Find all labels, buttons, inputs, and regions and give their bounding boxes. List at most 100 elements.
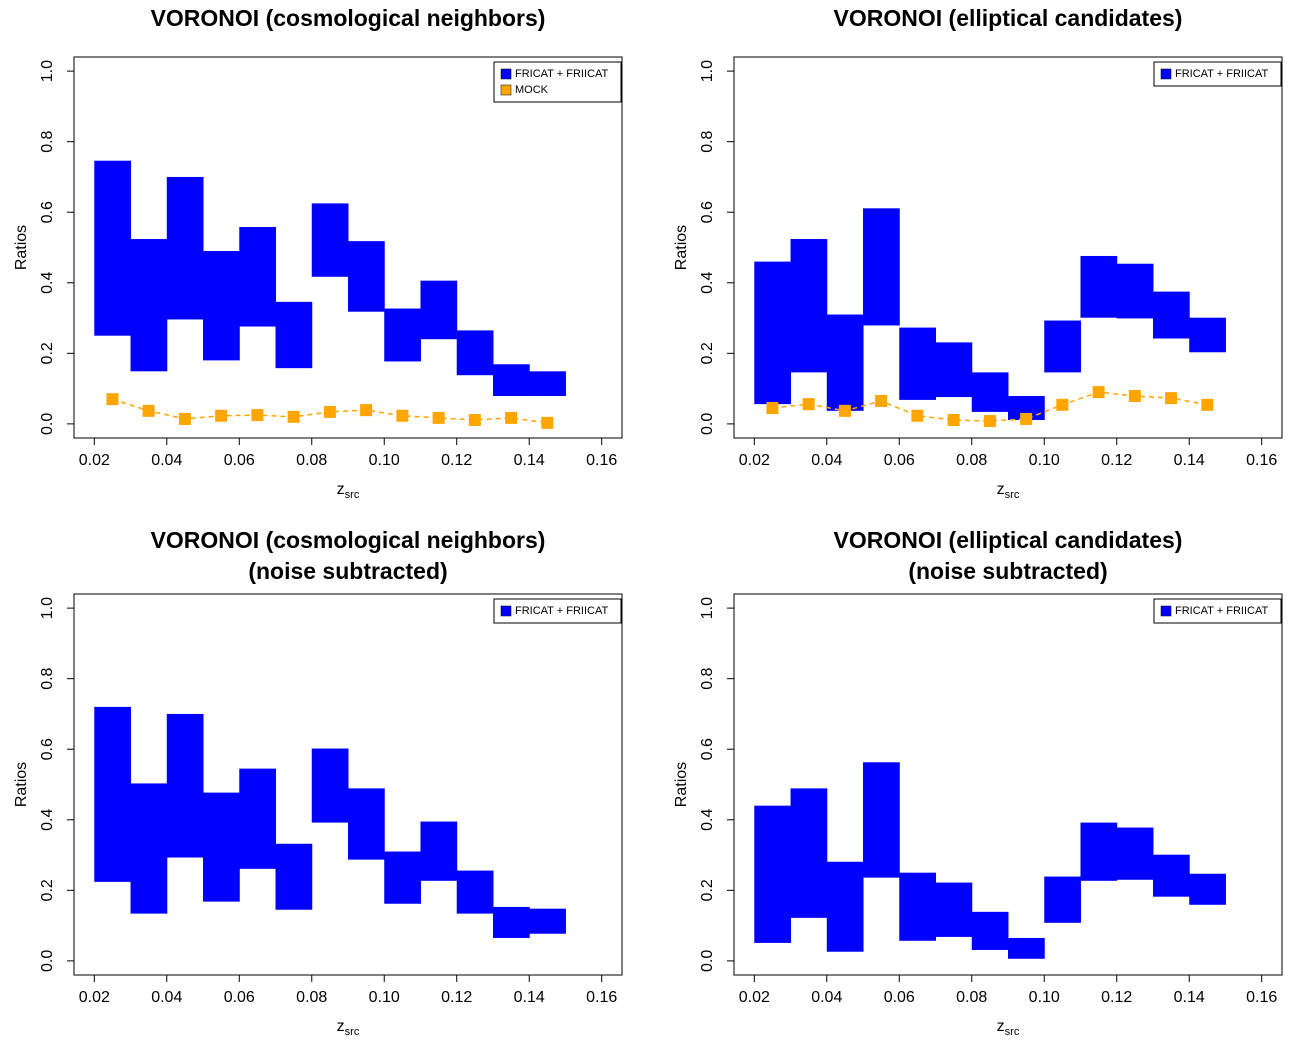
- plot-frame: [733, 56, 1283, 439]
- mock-point: [215, 409, 228, 422]
- mock-point: [360, 404, 373, 417]
- range-bar: [971, 372, 1009, 412]
- range-bar: [826, 314, 864, 411]
- x-tick-label: 0.10: [369, 989, 400, 1006]
- range-bar: [275, 301, 313, 369]
- x-tick-label: 0.08: [296, 452, 327, 469]
- y-tick-label: 0.4: [39, 272, 56, 294]
- x-tick-label: 0.12: [1101, 989, 1132, 1006]
- legend-label: FRICAT + FRIICAT: [1175, 605, 1268, 617]
- range-bar: [790, 788, 828, 918]
- range-bar: [1044, 876, 1081, 923]
- range-bar: [935, 882, 973, 937]
- x-tick-label: 0.04: [151, 989, 182, 1006]
- x-axis-label: zsrc: [997, 481, 1020, 501]
- x-axis-label-main: z: [997, 481, 1005, 498]
- x-tick-label: 0.10: [1029, 452, 1060, 469]
- plot-frame: [733, 593, 1283, 976]
- x-tick-label: 0.08: [956, 452, 987, 469]
- legend-label: FRICAT + FRIICAT: [515, 68, 608, 80]
- mock-point: [1201, 398, 1214, 411]
- range-bar: [492, 364, 530, 397]
- x-axis-label: zsrc: [337, 481, 360, 501]
- mock-point: [838, 404, 851, 417]
- range-bar: [456, 870, 494, 914]
- x-axis-label-subscript: src: [1005, 489, 1020, 501]
- mock-point: [1165, 392, 1178, 405]
- legend-swatch: [500, 68, 512, 80]
- range-bar: [420, 821, 458, 881]
- mock-point: [251, 409, 264, 422]
- mock-point: [541, 416, 554, 429]
- y-tick-label: 0.6: [699, 738, 716, 760]
- x-tick-label: 0.04: [811, 989, 842, 1006]
- y-axis-label: Ratios: [13, 762, 30, 807]
- y-tick-label: 0.4: [699, 272, 716, 294]
- mock-point: [1092, 386, 1105, 399]
- x-tick-label: 0.14: [1174, 452, 1205, 469]
- range-bar: [790, 239, 828, 373]
- y-tick-label: 0.0: [699, 950, 716, 972]
- y-tick-label: 0.6: [39, 738, 56, 760]
- x-tick-label: 0.08: [296, 989, 327, 1006]
- mock-point: [1056, 398, 1069, 411]
- x-tick-label: 0.10: [369, 452, 400, 469]
- range-bar: [1152, 854, 1190, 897]
- x-tick-label: 0.02: [739, 989, 770, 1006]
- range-bar: [420, 280, 458, 340]
- y-tick-label: 0.2: [39, 342, 56, 364]
- plot-frame: [73, 593, 623, 976]
- y-tick-label: 0.2: [39, 879, 56, 901]
- range-bar: [826, 861, 864, 952]
- range-bar: [1008, 396, 1045, 421]
- chart-subtitle: (noise subtracted): [908, 558, 1107, 584]
- range-bar: [935, 342, 973, 398]
- range-bar: [863, 762, 900, 878]
- range-bar: [239, 768, 277, 869]
- range-bar: [348, 788, 385, 860]
- range-bar: [863, 208, 900, 326]
- legend-box: [1153, 61, 1282, 87]
- y-tick-label: 0.0: [39, 413, 56, 435]
- range-bar: [166, 176, 204, 320]
- mock-point: [983, 415, 996, 428]
- range-bar: [971, 911, 1009, 950]
- y-tick-label: 0.4: [39, 809, 56, 831]
- mock-point: [178, 412, 191, 425]
- x-tick-label: 0.12: [441, 989, 472, 1006]
- x-tick-label: 0.10: [1029, 989, 1060, 1006]
- legend-box: [1153, 598, 1282, 624]
- y-tick-label: 0.2: [699, 342, 716, 364]
- x-tick-label: 0.02: [739, 452, 770, 469]
- legend-label: FRICAT + FRIICAT: [515, 605, 608, 617]
- x-tick-label: 0.14: [514, 989, 545, 1006]
- y-tick-label: 1.0: [699, 60, 716, 82]
- range-bar: [754, 805, 792, 943]
- plot-frame: [73, 56, 623, 439]
- x-tick-label: 0.06: [224, 452, 255, 469]
- y-tick-label: 0.8: [39, 667, 56, 689]
- x-tick-label: 0.16: [1246, 452, 1277, 469]
- x-tick-label: 0.08: [956, 989, 987, 1006]
- legend-label: FRICAT + FRIICAT: [1175, 68, 1268, 80]
- x-tick-label: 0.04: [811, 452, 842, 469]
- range-bar: [94, 160, 132, 336]
- y-tick-label: 0.6: [699, 201, 716, 223]
- y-axis-label: Ratios: [13, 225, 30, 270]
- range-bar: [899, 872, 937, 941]
- range-bar: [492, 906, 530, 938]
- y-axis-label: Ratios: [673, 225, 690, 270]
- y-axis-label: Ratios: [673, 762, 690, 807]
- range-bar: [1080, 822, 1118, 881]
- range-bar: [1189, 873, 1226, 905]
- x-tick-label: 0.06: [884, 452, 915, 469]
- mock-point: [802, 398, 815, 411]
- legend-swatch: [1160, 605, 1172, 617]
- chart-subtitle: (noise subtracted): [248, 558, 447, 584]
- mock-point: [142, 404, 155, 417]
- range-bar: [456, 330, 494, 376]
- x-axis-label-subscript: src: [345, 1026, 360, 1038]
- legend-swatch: [500, 84, 512, 96]
- range-bar: [94, 706, 132, 882]
- legend-box: [493, 598, 622, 624]
